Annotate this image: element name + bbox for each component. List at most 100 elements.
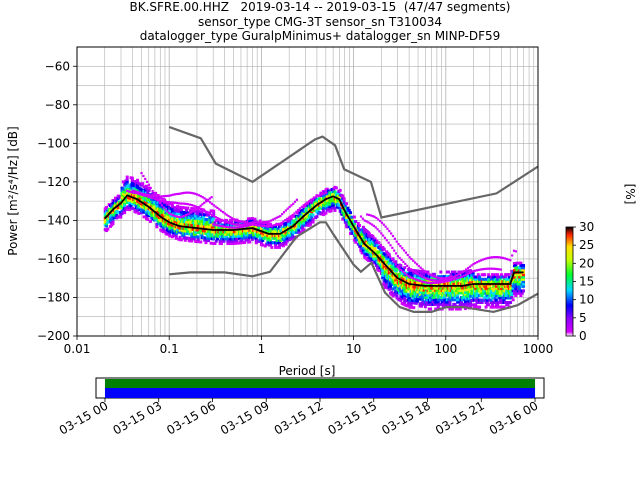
outlier-cell bbox=[382, 234, 385, 237]
outlier-cell bbox=[505, 257, 508, 261]
histogram-cell bbox=[302, 223, 306, 227]
outlier-cell bbox=[203, 197, 206, 200]
histogram-cell bbox=[178, 235, 182, 239]
outlier-cell bbox=[486, 267, 490, 270]
outlier-cell bbox=[387, 241, 390, 244]
outlier-cell bbox=[236, 223, 240, 226]
outlier-cell bbox=[442, 280, 445, 283]
outlier-cell bbox=[238, 223, 241, 226]
outlier-cell bbox=[140, 192, 143, 195]
histogram-cell bbox=[521, 263, 525, 267]
outlier-cell bbox=[365, 220, 368, 223]
outlier-cell bbox=[238, 220, 241, 223]
outlier-cell bbox=[240, 223, 243, 226]
histogram-cell bbox=[423, 293, 427, 297]
y-axis: −200 −180 −160 −140 −120 −100 −80 −60 bbox=[37, 59, 77, 343]
histogram-cell bbox=[403, 300, 407, 304]
outlier-cell bbox=[282, 211, 286, 214]
histogram-cell bbox=[409, 294, 413, 298]
histogram-cell bbox=[125, 207, 129, 211]
histogram-cell bbox=[174, 236, 178, 240]
histogram-cell bbox=[492, 305, 496, 309]
outlier-cell bbox=[190, 211, 193, 214]
histogram-cell bbox=[521, 282, 525, 286]
histogram-cell bbox=[487, 303, 491, 307]
outlier-cell bbox=[394, 252, 398, 255]
histogram-cell bbox=[132, 184, 136, 188]
histogram-cell bbox=[196, 237, 200, 241]
outlier-cell bbox=[379, 243, 383, 247]
histogram-cell bbox=[489, 298, 493, 302]
outlier-cell bbox=[384, 225, 387, 228]
histogram-cell bbox=[472, 305, 476, 309]
histogram-cell bbox=[271, 241, 275, 245]
histogram-cell bbox=[456, 279, 460, 283]
timeline-tick-label: 03-15 15 bbox=[326, 398, 380, 437]
outlier-cell bbox=[260, 221, 263, 224]
histogram-cell bbox=[225, 218, 229, 222]
histogram-cell bbox=[234, 241, 238, 245]
colorbar-tick-label: 25 bbox=[579, 238, 594, 252]
histogram-cell bbox=[191, 234, 195, 238]
histogram-cell bbox=[155, 225, 159, 229]
histogram-cell bbox=[346, 206, 350, 210]
histogram-cell bbox=[258, 238, 262, 242]
histogram-cell bbox=[405, 295, 409, 299]
histogram-cell bbox=[474, 303, 478, 307]
histogram-cell bbox=[236, 241, 240, 245]
histogram-cell bbox=[431, 300, 435, 304]
outlier-cell bbox=[389, 244, 392, 247]
histogram-cell bbox=[490, 294, 494, 298]
outlier-cell bbox=[402, 260, 405, 263]
histogram-cell bbox=[216, 237, 220, 241]
histogram-cell bbox=[259, 231, 263, 235]
histogram-cell bbox=[416, 299, 420, 303]
timeline-tick-label: 03-15 18 bbox=[379, 398, 433, 437]
histogram-cell bbox=[244, 238, 248, 242]
histogram-cell bbox=[188, 213, 192, 217]
histogram-cell bbox=[452, 286, 456, 290]
outlier-cell bbox=[425, 281, 429, 284]
plot-frame bbox=[76, 46, 539, 337]
histogram-cell bbox=[496, 277, 500, 281]
histogram-cell bbox=[476, 287, 480, 291]
histogram-cell bbox=[485, 298, 489, 302]
histogram-cell bbox=[494, 300, 498, 304]
outlier-cell bbox=[199, 195, 202, 198]
ppsd-histogram bbox=[103, 172, 525, 311]
outlier-cell bbox=[398, 267, 401, 270]
outlier-cell bbox=[377, 218, 380, 221]
histogram-cell bbox=[248, 217, 252, 221]
histogram-cell bbox=[240, 236, 244, 240]
outlier-cell bbox=[146, 193, 149, 196]
histogram-cell bbox=[429, 279, 433, 283]
colorbar-tick-label: 10 bbox=[579, 293, 594, 307]
outlier-cell bbox=[234, 218, 237, 222]
colorbar-label: [%] bbox=[623, 184, 637, 205]
outlier-cell bbox=[393, 249, 396, 252]
histogram-cell bbox=[308, 220, 312, 224]
histogram-cell bbox=[240, 238, 244, 242]
outlier-cell bbox=[437, 279, 440, 282]
histogram-cell bbox=[470, 275, 474, 279]
outlier-cell bbox=[155, 196, 158, 199]
histogram-cell bbox=[478, 305, 482, 309]
outlier-cell bbox=[157, 195, 160, 198]
outlier-cell bbox=[298, 207, 302, 210]
histogram-cell bbox=[461, 302, 465, 306]
histogram-cell bbox=[265, 242, 269, 246]
outlier-cell bbox=[287, 216, 290, 219]
histogram-cell bbox=[274, 225, 278, 229]
histogram-cell bbox=[400, 297, 404, 301]
histogram-cell bbox=[408, 270, 412, 274]
histogram-cell bbox=[356, 226, 360, 230]
histogram-cell bbox=[421, 300, 425, 304]
outlier-cell bbox=[431, 281, 434, 285]
histogram-cell bbox=[413, 296, 417, 300]
outlier-cell bbox=[264, 220, 267, 224]
histogram-cell bbox=[194, 230, 198, 234]
outlier-cell bbox=[378, 219, 382, 223]
outlier-cell bbox=[170, 201, 173, 204]
median-curve bbox=[104, 194, 524, 287]
outlier-cell bbox=[411, 276, 414, 280]
